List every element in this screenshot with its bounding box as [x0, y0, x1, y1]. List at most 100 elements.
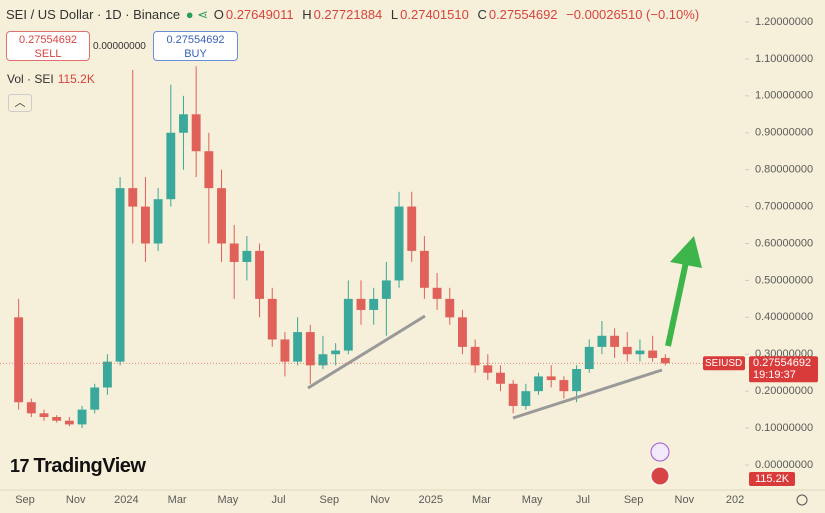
candle-body [64, 420, 74, 425]
logo-text: TradingView [33, 455, 146, 477]
x-tick-label: Jul [272, 494, 286, 506]
x-tick-label: Mar [472, 494, 491, 506]
candle-body [115, 188, 125, 362]
y-tick-label: 0.70000000 [755, 200, 813, 212]
candle-body [179, 114, 188, 133]
x-tick-label: 2025 [418, 494, 442, 506]
y-tick-label: 1.10000000 [755, 53, 813, 65]
x-tick-label: Nov [66, 494, 86, 506]
label: BUY [184, 48, 207, 60]
candle-body [407, 206, 417, 251]
status-icon: ● ⋖ [185, 7, 209, 22]
candle-body [305, 332, 315, 366]
countdown-text: 19:19:37 [753, 369, 796, 381]
settings-icon[interactable] [796, 494, 808, 506]
candle-body [622, 346, 632, 355]
x-tick-label: Jul [576, 494, 590, 506]
candle-body [356, 298, 366, 310]
candle-body [572, 369, 581, 392]
candle-body [432, 287, 442, 299]
y-tick-label: 0.00000000 [755, 459, 813, 471]
y-tick-label: 0.80000000 [755, 164, 813, 176]
candle-body [610, 335, 620, 347]
candle-body [229, 243, 239, 262]
candle-body [496, 372, 505, 384]
x-tick-label: May [522, 494, 543, 506]
candle-body [255, 250, 264, 299]
candle-body [14, 317, 24, 403]
symbol-tag-text: SEIUSD [705, 358, 742, 369]
candle-body [217, 188, 226, 244]
change: −0.00026510 (−0.10%) [566, 7, 700, 22]
volume-tag-text: 115.2K [755, 473, 790, 485]
label: O [213, 7, 224, 22]
candle-body [597, 335, 607, 347]
spread: 0.00000000 [93, 41, 146, 52]
candle-body [128, 188, 138, 207]
candle-body [419, 250, 429, 288]
candle-body [648, 350, 658, 358]
candle-body [508, 383, 518, 406]
candle-body [381, 280, 391, 299]
candle-body [331, 350, 341, 355]
x-tick-label: 2024 [114, 494, 138, 506]
x-tick-label: Nov [370, 494, 390, 506]
y-tick-label: 0.20000000 [755, 385, 813, 397]
candle-body [293, 332, 303, 362]
arrow-head [670, 236, 702, 268]
x-tick-label: Sep [15, 494, 35, 506]
symbol-tag [703, 356, 745, 371]
candle-body [369, 298, 379, 310]
candle-body [343, 298, 353, 351]
collapse-button[interactable]: ︿ [8, 94, 32, 112]
candle-body [90, 387, 100, 410]
label: SELL [34, 48, 62, 60]
candle-body [191, 114, 201, 152]
sell-button[interactable]: 0.27554692 SELL [6, 31, 90, 61]
price-tag-text: 0.27554692 [753, 357, 811, 369]
label: H [302, 7, 312, 22]
volume-legend: Vol · SEI 115.2K [7, 72, 95, 86]
price: 0.27554692 [166, 34, 225, 46]
candle-body [77, 409, 87, 425]
candle-body [102, 361, 112, 388]
value: 0.27401510 [400, 7, 469, 22]
trend-line [512, 368, 663, 420]
y-tick-label: 1.00000000 [755, 90, 813, 102]
y-tick-label: 0.50000000 [755, 274, 813, 286]
x-tick-label: Sep [320, 494, 340, 506]
candle-body [141, 206, 150, 244]
candle-body [483, 365, 493, 373]
icon[interactable] [650, 442, 670, 462]
candle-body [584, 346, 594, 370]
candle-body [204, 151, 214, 189]
candle-body [280, 339, 290, 362]
price-tag [749, 356, 818, 383]
candle-body [534, 376, 543, 392]
x-tick-label: 202 [726, 494, 744, 506]
title: SEI / US Dollar · 1D · Binance [6, 7, 181, 22]
x-tick-label: May [217, 494, 238, 506]
candle-body [166, 132, 176, 200]
candle-body [267, 298, 277, 340]
candle-body [635, 350, 645, 355]
x-tick-label: Mar [168, 494, 187, 506]
candle-body [394, 206, 404, 281]
flag-icon[interactable] [650, 466, 670, 486]
candle-body [470, 346, 480, 366]
candle-body [52, 417, 62, 421]
candle-body [521, 391, 531, 406]
buy-button[interactable]: 0.27554692 BUY [153, 31, 238, 61]
candle-body [26, 402, 36, 414]
label: Vol · SEI [7, 72, 54, 86]
y-tick-label: 0.60000000 [755, 237, 813, 249]
value: 0.27721884 [313, 7, 383, 22]
trend-line [307, 314, 426, 390]
price: 0.27554692 [18, 34, 78, 46]
candle-body [559, 380, 569, 392]
plot-area: 0.000000000.100000000.200000000.30000000… [0, 16, 825, 506]
volume-tag [749, 472, 795, 486]
y-tick-label: 0.40000000 [755, 311, 813, 323]
